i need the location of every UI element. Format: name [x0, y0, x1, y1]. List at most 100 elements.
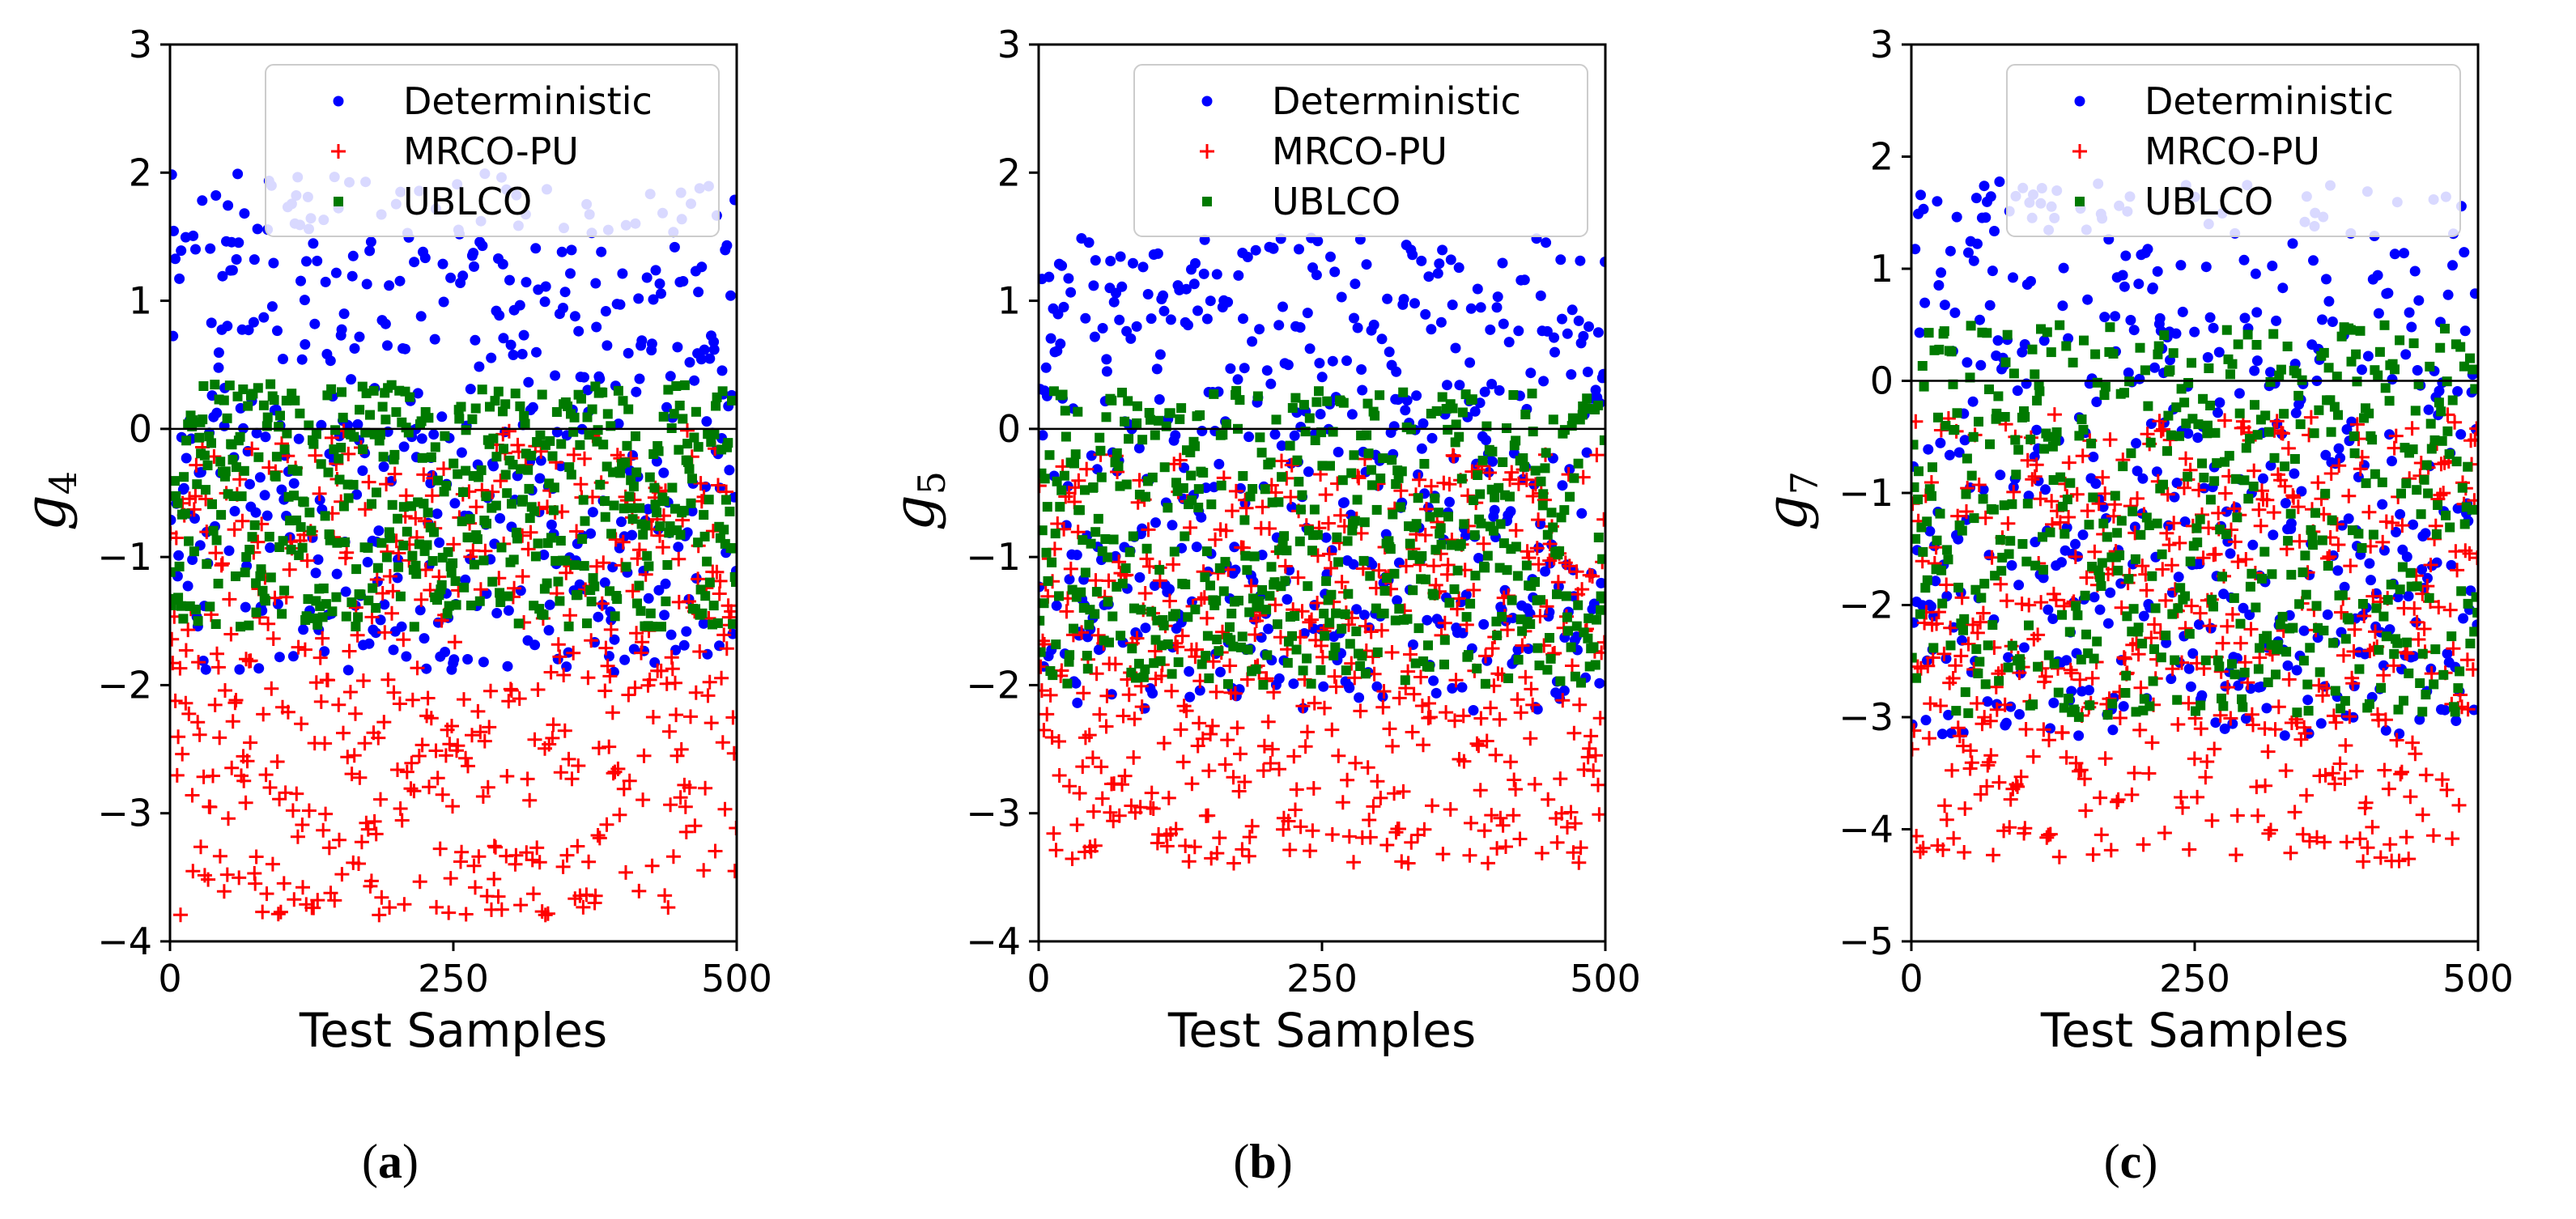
data-point	[270, 907, 286, 922]
data-point	[2147, 617, 2162, 632]
data-point	[2107, 724, 2119, 736]
data-point	[1206, 499, 1217, 510]
data-point	[2251, 502, 2267, 517]
data-point	[1310, 596, 1325, 610]
data-point	[1050, 529, 1061, 539]
data-point	[1512, 831, 1528, 847]
data-point	[665, 629, 677, 640]
data-point	[2134, 373, 2145, 384]
data-point	[2442, 602, 2458, 618]
data-point	[172, 660, 188, 676]
data-point	[1140, 664, 1150, 674]
data-point	[1566, 369, 1577, 380]
data-point	[1139, 551, 1154, 567]
data-point	[2072, 610, 2083, 621]
data-point	[564, 462, 575, 473]
data-point	[458, 750, 474, 766]
data-point	[261, 616, 276, 631]
data-point	[1144, 785, 1159, 801]
legend-marker	[1202, 197, 1212, 206]
data-point	[2150, 603, 2161, 614]
data-point	[2218, 701, 2229, 711]
data-point	[2225, 548, 2236, 559]
legend-marker	[1201, 96, 1213, 107]
data-point	[1953, 533, 1964, 545]
data-point	[1201, 651, 1211, 661]
data-point	[1234, 596, 1243, 605]
data-point	[1248, 627, 1263, 642]
data-point	[1327, 669, 1342, 684]
data-point	[312, 255, 323, 266]
data-point	[2469, 421, 2478, 436]
data-point	[686, 498, 696, 508]
data-point	[1152, 248, 1163, 259]
data-point	[1512, 571, 1523, 581]
data-point	[2310, 830, 2324, 845]
data-point	[1936, 842, 1950, 857]
data-point	[2213, 407, 2223, 418]
data-point	[2291, 665, 2302, 676]
data-point	[1099, 719, 1114, 734]
data-point	[236, 773, 252, 788]
data-point	[1523, 731, 1538, 746]
data-point	[2283, 536, 2293, 546]
data-point	[657, 888, 673, 903]
data-point	[1426, 559, 1441, 574]
data-point	[1339, 497, 1350, 508]
data-point	[1039, 598, 1049, 609]
legend-label: MRCO-PU	[1272, 130, 1447, 173]
data-point	[491, 608, 503, 618]
data-point	[1072, 786, 1087, 801]
data-point	[184, 536, 194, 546]
data-point	[2295, 826, 2310, 842]
data-point	[527, 732, 542, 747]
data-point	[2298, 726, 2313, 741]
data-point	[648, 294, 659, 305]
data-point	[382, 900, 397, 915]
legend-marker	[333, 96, 344, 107]
data-point	[1154, 415, 1164, 426]
data-point	[1150, 430, 1160, 440]
data-point	[2245, 433, 2255, 444]
data-point	[1980, 212, 1992, 223]
data-point	[1975, 656, 1985, 667]
data-point	[1132, 401, 1142, 411]
data-point	[491, 500, 501, 511]
data-point	[1354, 692, 1365, 703]
data-point	[2367, 435, 2378, 445]
data-point	[503, 591, 513, 601]
data-point	[252, 223, 263, 235]
data-point	[2263, 677, 2273, 687]
data-point	[1201, 763, 1217, 779]
data-point	[1276, 440, 1287, 452]
data-point	[1331, 748, 1346, 763]
data-point	[490, 396, 500, 406]
data-point	[1178, 483, 1188, 493]
data-point	[465, 384, 476, 395]
data-point	[2356, 854, 2371, 869]
data-point	[529, 639, 541, 651]
data-point	[2118, 701, 2129, 712]
data-point	[2281, 647, 2292, 657]
data-point	[2339, 835, 2354, 850]
data-point	[504, 274, 515, 286]
data-point	[2139, 583, 2154, 598]
data-point	[555, 859, 571, 874]
data-point	[543, 665, 559, 680]
data-point	[500, 469, 511, 480]
data-point	[336, 725, 351, 741]
data-point	[422, 779, 436, 795]
data-point	[1469, 530, 1480, 541]
data-point	[2327, 316, 2338, 327]
data-point	[2204, 312, 2216, 323]
data-point	[1428, 675, 1439, 686]
data-point	[2442, 289, 2454, 300]
data-point	[2347, 622, 2362, 637]
data-point	[1162, 593, 1177, 609]
data-point	[170, 225, 179, 236]
data-point	[2394, 764, 2409, 779]
data-point	[2220, 618, 2235, 634]
data-point	[519, 845, 534, 860]
data-point	[1454, 380, 1465, 391]
data-point	[2211, 505, 2226, 520]
